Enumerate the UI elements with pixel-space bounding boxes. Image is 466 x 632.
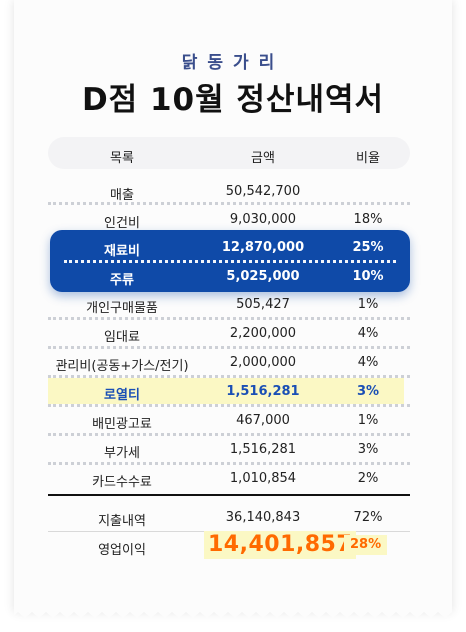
row-divider (48, 462, 410, 465)
row-amount: 50,542,700 (225, 184, 301, 199)
row-rate: 2% (357, 471, 379, 486)
row-item: 임대료 (104, 330, 140, 345)
table-row: 관리비(공동+가스/전기) 2,000,000 4% (0, 351, 466, 375)
row-amount: 1,010,854 (229, 471, 297, 486)
row-rate: 10% (352, 269, 384, 284)
row-rate: 4% (357, 355, 379, 370)
row-rate: 25% (352, 240, 384, 255)
row-item: 카드수수료 (92, 475, 152, 490)
brand-name: 닭동가리 (181, 53, 285, 73)
row-rate: 3% (356, 384, 380, 399)
summary-row-profit: 영업이익 (0, 535, 466, 559)
receipt-zigzag-edge (14, 606, 452, 618)
table-row: 매출 50,542,700 (0, 180, 466, 204)
summary-row-expense: 지출내역 36,140,843 72% (0, 506, 466, 530)
statement-card (14, 0, 452, 612)
row-rate: 4% (357, 326, 379, 341)
table-row: 인건비 9,030,000 18% (0, 208, 466, 232)
summary-divider (48, 494, 410, 496)
row-item: 매출 (110, 188, 134, 203)
table-header (48, 137, 410, 169)
row-item: 로열티 (104, 388, 140, 403)
row-item: 부가세 (104, 446, 140, 461)
row-amount: 12,870,000 (221, 240, 305, 255)
table-row: 부가세 1,516,281 3% (0, 438, 466, 462)
row-amount: 5,025,000 (226, 269, 300, 284)
expense-label: 지출내역 (98, 514, 146, 529)
table-row: 임대료 2,200,000 4% (0, 322, 466, 346)
row-amount: 9,030,000 (229, 212, 297, 227)
expense-rate: 72% (353, 510, 383, 525)
row-item: 개인구매물품 (86, 301, 158, 316)
row-divider (48, 404, 410, 407)
row-divider (48, 375, 410, 378)
row-amount: 2,000,000 (229, 355, 297, 370)
row-item: 관리비(공동+가스/전기) (55, 359, 189, 374)
profit-label: 영업이익 (98, 543, 146, 558)
row-divider (48, 317, 410, 320)
highlight-materials-liquor (50, 230, 410, 292)
profit-rate: 28% (344, 535, 388, 555)
table-header-row: 목록 금액 비율 (0, 143, 466, 167)
column-header-amount: 금액 (251, 151, 275, 166)
row-rate: 1% (357, 413, 379, 428)
row-amount: 1,516,281 (226, 384, 300, 399)
table-row: 로열티 1,516,281 3% (0, 380, 466, 404)
page-title: D점 10월 정산내역서 (81, 82, 385, 118)
row-amount: 505,427 (236, 297, 290, 312)
row-item: 재료비 (104, 244, 140, 259)
row-amount: 2,200,000 (229, 326, 297, 341)
row-item: 주류 (110, 273, 134, 288)
expense-amount: 36,140,843 (225, 510, 301, 525)
table-row: 카드수수료 1,010,854 2% (0, 467, 466, 491)
column-header-item: 목록 (110, 151, 134, 166)
row-amount: 467,000 (236, 413, 290, 428)
row-rate: 1% (357, 297, 379, 312)
row-divider (48, 346, 410, 349)
row-rate: 3% (357, 442, 379, 457)
row-divider (48, 433, 410, 436)
row-item: 인건비 (104, 216, 140, 231)
row-item: 배민광고료 (92, 417, 152, 432)
column-header-rate: 비율 (356, 151, 380, 166)
table-row: 주류 5,025,000 10% (0, 265, 466, 289)
table-row: 개인구매물품 505,427 1% (0, 293, 466, 317)
row-amount: 1,516,281 (229, 442, 297, 457)
table-row: 배민광고료 467,000 1% (0, 409, 466, 433)
row-divider (48, 202, 410, 205)
profit-amount: 14,401,857 (204, 531, 357, 559)
row-rate: 18% (353, 212, 383, 227)
table-row: 재료비 12,870,000 25% (0, 236, 466, 260)
highlight-royalty (48, 378, 404, 404)
